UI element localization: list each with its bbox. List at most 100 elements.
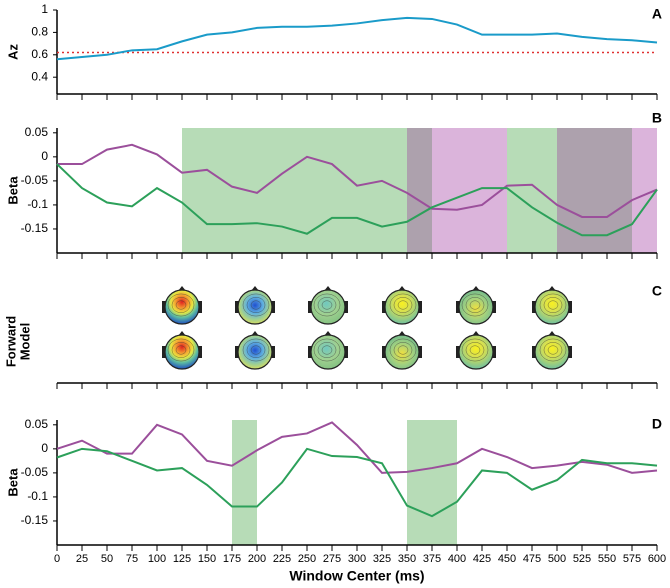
y-tick-label: -0.15: [21, 221, 49, 235]
shaded-region: [407, 420, 457, 545]
y-tick-label: 0: [41, 149, 48, 163]
scalp-ear: [198, 301, 202, 313]
scalp-ear: [235, 301, 239, 313]
scalp-contour: [317, 342, 337, 358]
scalp-ear: [162, 301, 166, 313]
y-tick-label: -0.05: [21, 465, 49, 479]
scalp-contour: [461, 293, 489, 317]
x-tick-label: 300: [348, 553, 366, 565]
scalp-surface: [458, 289, 494, 325]
scalp-contour: [242, 293, 270, 317]
scalp-contour: [317, 297, 337, 313]
scalp-surface: [164, 334, 200, 370]
scalp-contour: [250, 300, 262, 310]
scalp-surface: [384, 334, 420, 370]
scalp-surface: [384, 289, 420, 325]
x-tick-label: 500: [548, 553, 566, 565]
y-tick-label: -0.15: [21, 513, 49, 527]
scalp-contour: [321, 300, 333, 310]
x-tick-label: 100: [148, 553, 166, 565]
scalp-surface: [237, 289, 273, 325]
x-tick-label: 600: [648, 553, 666, 565]
shaded-region: [507, 128, 557, 253]
y-tick-label: 0.6: [31, 47, 48, 61]
scalp-map: [162, 286, 202, 325]
shaded-region: [432, 128, 507, 253]
x-tick-label: 575: [623, 553, 641, 565]
scalp-ear: [382, 346, 386, 358]
scalp-contour: [171, 342, 191, 358]
scalp-map: [235, 331, 275, 370]
scalp-ear: [456, 346, 460, 358]
scalp-contour: [167, 338, 195, 362]
scalp-ear: [382, 301, 386, 313]
scalp-contour: [389, 338, 417, 362]
scalp-surface: [534, 289, 570, 325]
scalp-contour: [465, 342, 485, 358]
scalp-ear: [492, 301, 496, 313]
scalp-map: [235, 286, 275, 325]
scalp-ear: [271, 346, 275, 358]
y-tick-label: -0.05: [21, 173, 49, 187]
scalp-surface: [310, 289, 346, 325]
scalp-map: [456, 286, 496, 325]
scalp-contour: [393, 297, 413, 313]
scalp-surface: [310, 334, 346, 370]
line-series: [56, 16, 658, 61]
scalp-map: [162, 331, 202, 370]
scalp-contour: [393, 342, 413, 358]
scalp-contour: [469, 345, 481, 355]
scalp-contour: [313, 338, 341, 362]
scalp-map: [308, 331, 348, 370]
x-tick-label: 175: [223, 553, 241, 565]
x-tick-label: 525: [573, 553, 591, 565]
shaded-region: [557, 128, 632, 253]
scalp-contour: [313, 293, 341, 317]
scalp-contour: [539, 293, 567, 317]
y-tick-label: 0: [41, 441, 48, 455]
scalp-map: [308, 286, 348, 325]
y-tick-label: 1: [41, 2, 48, 16]
x-tick-label: 25: [76, 553, 88, 565]
scalp-contour: [547, 345, 559, 355]
shaded-region: [182, 128, 407, 253]
x-tick-label: 250: [298, 553, 316, 565]
scalp-contour: [242, 338, 270, 362]
scalp-contour: [461, 338, 489, 362]
scalp-surface: [534, 334, 570, 370]
y-tick-label: 0.8: [31, 25, 48, 39]
x-tick-label: 225: [273, 553, 291, 565]
scalp-ear: [568, 301, 572, 313]
scalp-contour: [250, 345, 262, 355]
x-tick-label: 325: [373, 553, 391, 565]
x-axis-label: Window Center (ms): [289, 568, 424, 584]
x-tick-label: 375: [423, 553, 441, 565]
scalp-ear: [162, 346, 166, 358]
scalp-ear: [532, 346, 536, 358]
scalp-contour: [547, 300, 559, 310]
scalp-contour: [246, 342, 266, 358]
y-tick-label: -0.1: [27, 489, 48, 503]
shaded-region: [232, 420, 257, 545]
scalp-ear: [344, 346, 348, 358]
y-axis-label: Forward: [3, 316, 18, 367]
scalp-ear: [198, 346, 202, 358]
scalp-ear: [308, 346, 312, 358]
scalp-ear: [418, 346, 422, 358]
x-tick-label: 125: [173, 553, 191, 565]
y-axis-label: Beta: [5, 468, 20, 497]
scalp-ear: [532, 301, 536, 313]
x-tick-label: 150: [198, 553, 216, 565]
scalp-contour: [167, 293, 195, 317]
scalp-surface: [164, 289, 200, 325]
y-tick-label: 0.4: [31, 69, 48, 83]
x-tick-label: 275: [323, 553, 341, 565]
x-tick-label: 350: [398, 553, 416, 565]
scalp-map: [532, 331, 572, 370]
panel-letter: A: [652, 6, 662, 22]
x-tick-label: 50: [101, 553, 113, 565]
scalp-contour: [389, 293, 417, 317]
y-axis-label: Beta: [5, 176, 20, 205]
scalp-ear: [492, 346, 496, 358]
